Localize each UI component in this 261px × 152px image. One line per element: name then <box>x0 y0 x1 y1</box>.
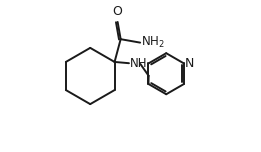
Text: N: N <box>185 57 195 70</box>
Text: O: O <box>113 5 123 18</box>
Text: NH: NH <box>129 57 147 70</box>
Text: NH$_2$: NH$_2$ <box>141 35 165 50</box>
